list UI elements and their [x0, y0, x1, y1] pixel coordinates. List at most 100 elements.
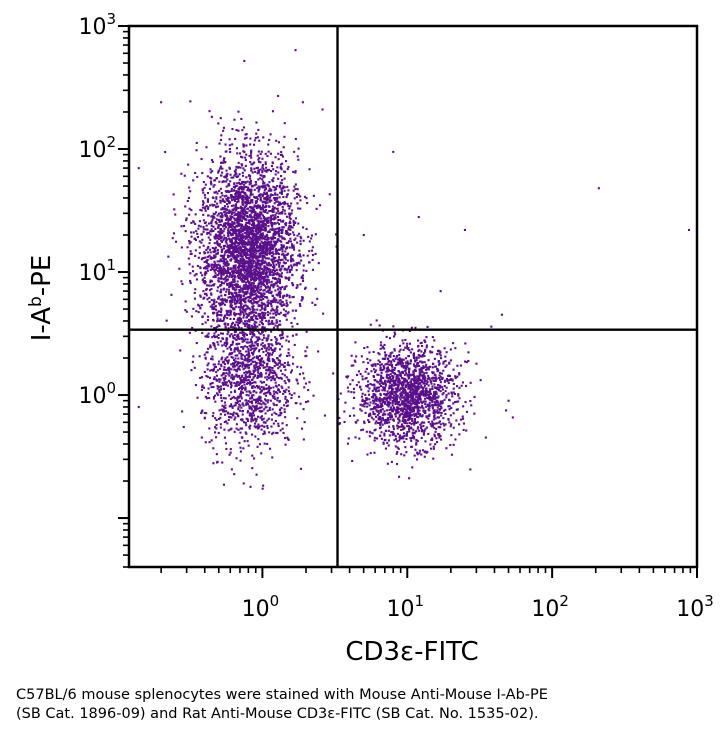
- data-point: [262, 433, 265, 436]
- data-point: [302, 279, 305, 282]
- data-point: [222, 282, 225, 285]
- data-point: [221, 332, 224, 335]
- data-point: [234, 268, 237, 271]
- data-point: [275, 343, 278, 346]
- data-point: [236, 270, 239, 273]
- data-point: [241, 245, 244, 248]
- data-point: [219, 155, 222, 158]
- data-point: [261, 303, 264, 306]
- data-point: [241, 203, 244, 206]
- data-point: [247, 378, 250, 381]
- data-point: [240, 375, 243, 378]
- data-point: [297, 222, 300, 225]
- data-point: [210, 439, 213, 442]
- data-point: [245, 296, 248, 299]
- data-point: [235, 347, 238, 350]
- data-point: [239, 418, 242, 421]
- data-point: [250, 167, 253, 170]
- data-point: [239, 427, 242, 430]
- data-point: [219, 416, 222, 419]
- data-point: [271, 320, 274, 323]
- data-point: [213, 270, 216, 273]
- data-point: [290, 257, 293, 260]
- data-point: [268, 187, 271, 190]
- data-point: [253, 418, 256, 421]
- data-point: [227, 269, 230, 272]
- data-point: [223, 234, 226, 237]
- data-point: [246, 271, 249, 274]
- data-point: [281, 245, 284, 248]
- data-point: [272, 240, 275, 243]
- data-point: [256, 215, 259, 218]
- data-point: [261, 220, 264, 223]
- data-point: [217, 363, 220, 366]
- data-point: [286, 304, 289, 307]
- data-point: [262, 345, 265, 348]
- data-point: [259, 397, 262, 400]
- data-point: [275, 252, 278, 255]
- data-point: [305, 354, 308, 357]
- data-point: [484, 436, 487, 439]
- data-point: [220, 294, 223, 297]
- data-point: [274, 381, 277, 384]
- data-point: [234, 347, 237, 350]
- data-point: [223, 322, 226, 325]
- data-point: [245, 185, 248, 188]
- data-point: [244, 345, 247, 348]
- data-point: [241, 338, 244, 341]
- data-point: [283, 362, 286, 365]
- data-point: [199, 307, 202, 310]
- data-point: [322, 312, 325, 315]
- data-point: [243, 207, 246, 210]
- data-point: [239, 313, 242, 316]
- data-point: [276, 309, 279, 312]
- data-point: [271, 408, 274, 411]
- data-point: [225, 242, 228, 245]
- data-point: [223, 261, 226, 264]
- data-point: [278, 264, 281, 267]
- data-point: [257, 188, 260, 191]
- data-point: [237, 299, 240, 302]
- data-point: [237, 223, 240, 226]
- data-point: [230, 267, 233, 270]
- data-point: [199, 271, 202, 274]
- data-point: [240, 197, 243, 200]
- data-point: [228, 166, 231, 169]
- data-point: [249, 253, 252, 256]
- data-point: [405, 451, 408, 454]
- data-point: [246, 215, 249, 218]
- data-point: [253, 364, 256, 367]
- data-point: [274, 372, 277, 375]
- data-point: [253, 347, 256, 350]
- data-point: [261, 311, 264, 314]
- data-point: [400, 371, 403, 374]
- data-point: [242, 378, 245, 381]
- data-point: [249, 294, 252, 297]
- data-point: [391, 399, 394, 402]
- data-point: [248, 371, 251, 374]
- data-point: [275, 341, 278, 344]
- data-point: [213, 327, 216, 330]
- data-point: [229, 383, 232, 386]
- data-point: [226, 333, 229, 336]
- data-point: [229, 229, 232, 232]
- data-point: [239, 321, 242, 324]
- data-point: [285, 160, 288, 163]
- data-point: [259, 380, 262, 383]
- data-point: [217, 169, 220, 172]
- data-point: [253, 204, 256, 207]
- data-point: [241, 276, 244, 279]
- data-point: [284, 443, 287, 446]
- data-point: [226, 343, 229, 346]
- data-point: [296, 202, 299, 205]
- data-point: [237, 229, 240, 232]
- data-point: [209, 279, 212, 282]
- data-point: [233, 214, 236, 217]
- data-point: [232, 317, 235, 320]
- data-point: [280, 235, 283, 238]
- data-point: [224, 161, 227, 164]
- data-point: [187, 163, 190, 166]
- data-point: [266, 427, 269, 430]
- data-point: [212, 229, 215, 232]
- data-point: [283, 268, 286, 271]
